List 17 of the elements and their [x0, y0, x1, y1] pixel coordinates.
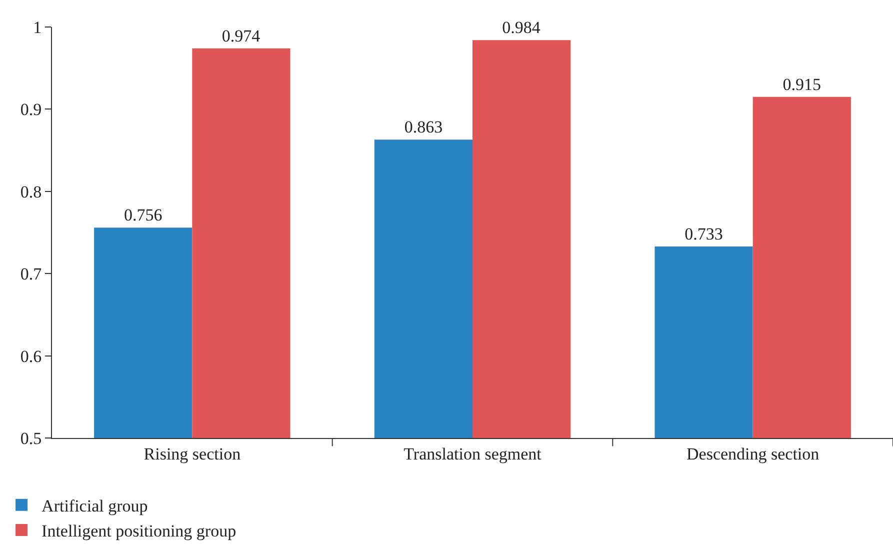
y-tick-label: 0.8: [20, 182, 42, 202]
x-tick-label: Translation segment: [404, 444, 542, 464]
data-label: 0.984: [502, 18, 541, 38]
x-tick-label: Rising section: [144, 444, 242, 464]
data-label: 0.863: [404, 118, 443, 137]
legend-label: Intelligent positioning group: [42, 522, 236, 541]
x-tick-label: Descending section: [686, 444, 820, 464]
y-tick-label: 0.9: [20, 100, 42, 120]
legend-label: Artificial group: [42, 496, 148, 516]
data-label: 0.974: [222, 26, 261, 46]
data-label: 0.915: [782, 74, 822, 94]
data-label: 0.733: [684, 224, 723, 244]
y-tick-label: 0.6: [20, 346, 42, 366]
data-label: 0.756: [124, 206, 162, 225]
y-tick-label: 0.7: [20, 264, 42, 284]
y-tick-label: 1: [33, 18, 42, 37]
y-tick-label: 0.5: [20, 428, 42, 448]
